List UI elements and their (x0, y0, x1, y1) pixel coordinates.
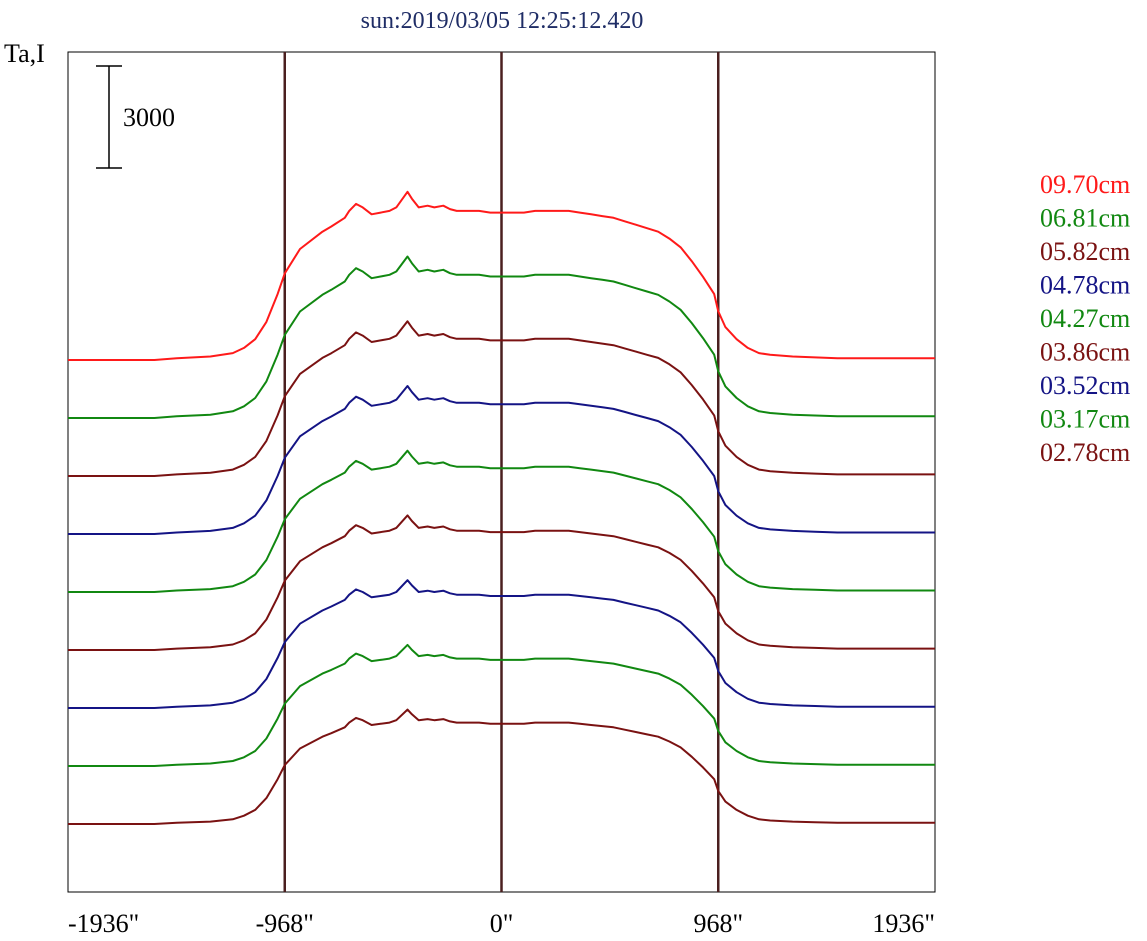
legend-item-09.70cm: 09.70cm (1040, 170, 1130, 199)
x-tick-label: 968" (693, 909, 743, 938)
legend-item-03.17cm: 03.17cm (1040, 405, 1130, 434)
series-line-03.17cm (68, 643, 935, 767)
x-tick-labels: -1936" -968" 0" 968" 1936" (68, 909, 935, 938)
series-line-04.27cm (68, 449, 935, 593)
legend: 09.70cm 06.81cm 05.82cm 04.78cm 04.27cm 03.86… (1040, 170, 1130, 467)
legend-item-03.52cm: 03.52cm (1040, 371, 1130, 400)
legend-item-03.86cm: 03.86cm (1040, 338, 1130, 367)
x-tick-label: 1936" (872, 909, 935, 938)
series-line-06.81cm (68, 255, 935, 419)
legend-item-04.78cm: 04.78cm (1040, 271, 1130, 300)
series-lines (68, 190, 935, 825)
series-line-03.86cm (68, 514, 935, 651)
scale-bar-label: 3000 (123, 103, 175, 132)
series-line-04.78cm (68, 385, 935, 535)
vertical-markers (283, 52, 720, 892)
series-line-02.78cm (68, 708, 935, 825)
scale-bar: 3000 (96, 65, 175, 169)
legend-item-02.78cm: 02.78cm (1040, 438, 1130, 467)
x-tick-label: 0" (490, 909, 514, 938)
chart-title: sun:2019/03/05 12:25:12.420 (361, 8, 644, 34)
series-line-05.82cm (68, 320, 935, 477)
legend-item-04.27cm: 04.27cm (1040, 304, 1130, 333)
series-line-09.70cm (68, 190, 935, 361)
legend-item-06.81cm: 06.81cm (1040, 204, 1130, 233)
legend-item-05.82cm: 05.82cm (1040, 237, 1130, 266)
y-axis-label: Ta,I (4, 39, 45, 68)
x-tick-label: -968" (256, 909, 314, 938)
series-line-03.52cm (68, 579, 935, 709)
x-tick-label: -1936" (68, 909, 139, 938)
